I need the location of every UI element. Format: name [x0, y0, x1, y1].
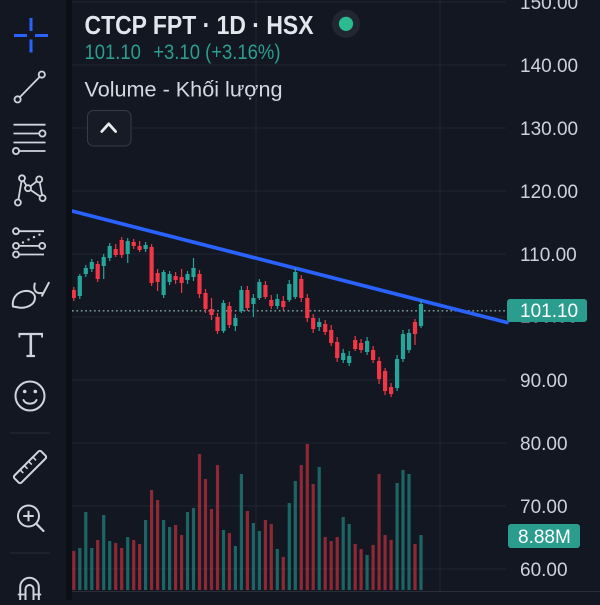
svg-text:150.00: 150.00: [520, 0, 578, 14]
svg-text:60.00: 60.00: [520, 560, 568, 581]
svg-text:70.00: 70.00: [520, 497, 568, 518]
svg-text:90.00: 90.00: [520, 371, 568, 392]
svg-text:101.10: 101.10: [520, 301, 578, 322]
svg-text:110.00: 110.00: [520, 245, 577, 266]
svg-text:Volume - Khối lượng: Volume - Khối lượng: [85, 78, 283, 102]
svg-text:140.00: 140.00: [520, 56, 578, 77]
svg-text:130.00: 130.00: [520, 119, 578, 140]
svg-text:101.10 +3.10 (+3.16%): 101.10 +3.10 (+3.16%): [85, 41, 281, 64]
svg-text:8.88M: 8.88M: [518, 527, 571, 548]
svg-text:80.00: 80.00: [520, 434, 568, 455]
svg-text:CTCP FPT · 1D · HSX: CTCP FPT · 1D · HSX: [85, 12, 314, 40]
svg-text:120.00: 120.00: [520, 182, 578, 203]
